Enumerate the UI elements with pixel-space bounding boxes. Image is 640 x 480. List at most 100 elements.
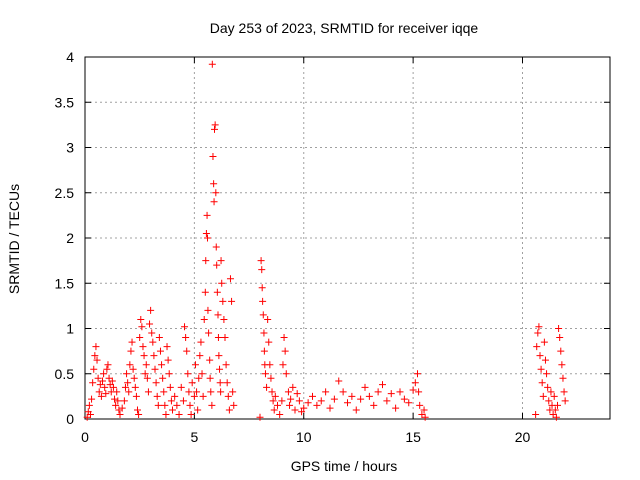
data-point xyxy=(97,392,105,400)
data-point xyxy=(201,288,209,296)
data-point xyxy=(270,406,278,414)
data-point xyxy=(206,356,214,364)
data-point xyxy=(212,243,220,251)
data-point xyxy=(216,379,224,387)
data-point xyxy=(210,198,218,206)
data-point xyxy=(95,388,103,396)
data-point xyxy=(197,338,205,346)
data-point xyxy=(199,392,207,400)
data-point xyxy=(276,410,284,418)
data-point xyxy=(187,410,195,418)
data-point xyxy=(217,257,225,265)
data-point xyxy=(214,334,222,342)
data-point xyxy=(211,121,219,129)
data-point xyxy=(224,392,232,400)
data-point xyxy=(265,338,273,346)
data-point xyxy=(152,379,160,387)
data-point xyxy=(300,404,308,412)
data-point xyxy=(561,397,569,405)
data-point xyxy=(543,370,551,378)
data-point xyxy=(134,406,141,414)
data-point xyxy=(215,352,223,360)
data-point xyxy=(179,397,187,405)
data-point xyxy=(557,347,565,355)
data-point xyxy=(135,410,143,418)
data-point xyxy=(409,386,417,394)
data-point xyxy=(181,323,189,331)
data-point xyxy=(193,388,201,396)
data-point xyxy=(213,261,221,269)
data-point xyxy=(132,392,140,400)
data-point xyxy=(298,408,306,416)
y-tick-label: 3.5 xyxy=(55,94,75,110)
data-point xyxy=(541,356,549,364)
data-point xyxy=(211,125,218,133)
data-point xyxy=(149,338,157,346)
data-point xyxy=(547,388,555,396)
data-point xyxy=(184,370,192,378)
data-point xyxy=(551,406,559,414)
data-point xyxy=(198,370,206,378)
data-point xyxy=(260,329,268,337)
data-point xyxy=(221,334,229,342)
data-point xyxy=(88,395,96,403)
data-point xyxy=(229,388,237,396)
data-point xyxy=(216,365,224,373)
x-tick-label: 5 xyxy=(190,429,198,445)
data-point xyxy=(92,343,100,351)
data-point xyxy=(365,392,373,400)
data-point xyxy=(167,397,175,405)
data-point xyxy=(282,370,290,378)
data-point xyxy=(411,379,419,387)
data-point xyxy=(556,334,564,342)
data-point xyxy=(559,374,567,382)
data-point xyxy=(206,374,214,382)
data-point xyxy=(268,388,276,396)
data-point xyxy=(260,347,268,355)
data-point xyxy=(204,306,212,314)
data-point xyxy=(264,315,272,323)
data-point xyxy=(293,390,301,398)
data-point xyxy=(126,361,134,369)
data-point xyxy=(269,397,277,405)
data-point xyxy=(286,401,294,409)
data-point xyxy=(271,392,279,400)
data-point xyxy=(539,392,547,400)
data-point xyxy=(261,370,269,378)
data-point xyxy=(339,388,347,396)
data-point xyxy=(188,379,196,387)
data-point xyxy=(96,381,104,389)
data-point xyxy=(109,383,117,391)
data-point xyxy=(222,361,230,369)
data-point xyxy=(163,343,171,351)
data-point xyxy=(370,401,378,409)
x-tick-label: 20 xyxy=(515,429,531,445)
data-point xyxy=(85,401,93,409)
data-point xyxy=(185,388,193,396)
data-point xyxy=(214,311,222,319)
data-point xyxy=(210,180,218,188)
data-point xyxy=(91,352,99,360)
data-point xyxy=(166,383,174,391)
data-point xyxy=(396,388,404,396)
data-point xyxy=(552,413,560,421)
data-point xyxy=(118,404,126,412)
x-axis-label: GPS time / hours xyxy=(291,458,398,474)
data-point xyxy=(202,257,210,265)
data-point xyxy=(219,297,227,305)
data-point xyxy=(281,347,289,355)
data-point xyxy=(330,395,338,403)
data-point xyxy=(162,410,170,418)
data-point xyxy=(535,323,543,331)
data-point xyxy=(228,297,236,305)
data-point xyxy=(536,352,544,360)
x-tick-label: 15 xyxy=(405,429,421,445)
data-point xyxy=(154,401,162,409)
y-tick-label: 1.5 xyxy=(55,275,75,291)
data-point xyxy=(144,388,152,396)
data-point xyxy=(558,361,566,369)
data-point xyxy=(151,365,159,373)
data-point xyxy=(223,379,231,387)
data-point xyxy=(204,234,211,242)
data-point xyxy=(194,406,202,414)
